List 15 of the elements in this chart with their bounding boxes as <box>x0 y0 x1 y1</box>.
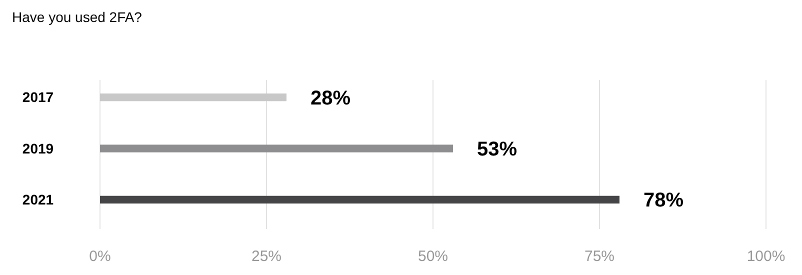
data-label: 28% <box>310 87 351 110</box>
chart-title: Have you used 2FA? <box>12 9 142 25</box>
bar <box>100 93 286 102</box>
x-tick-label: 50% <box>418 248 448 265</box>
bar <box>100 144 453 152</box>
bar <box>100 196 620 204</box>
y-tick-label: 2017 <box>22 89 54 106</box>
y-tick-label: 2021 <box>22 192 54 208</box>
data-label: 53% <box>476 138 518 160</box>
y-tick-label: 2019 <box>22 140 54 156</box>
x-tick-label: 25% <box>251 248 282 265</box>
x-tick-label: 75% <box>584 248 615 265</box>
x-tick-label: 100% <box>746 248 786 265</box>
data-label: 78% <box>643 190 684 212</box>
x-tick-label: 0% <box>89 248 111 265</box>
